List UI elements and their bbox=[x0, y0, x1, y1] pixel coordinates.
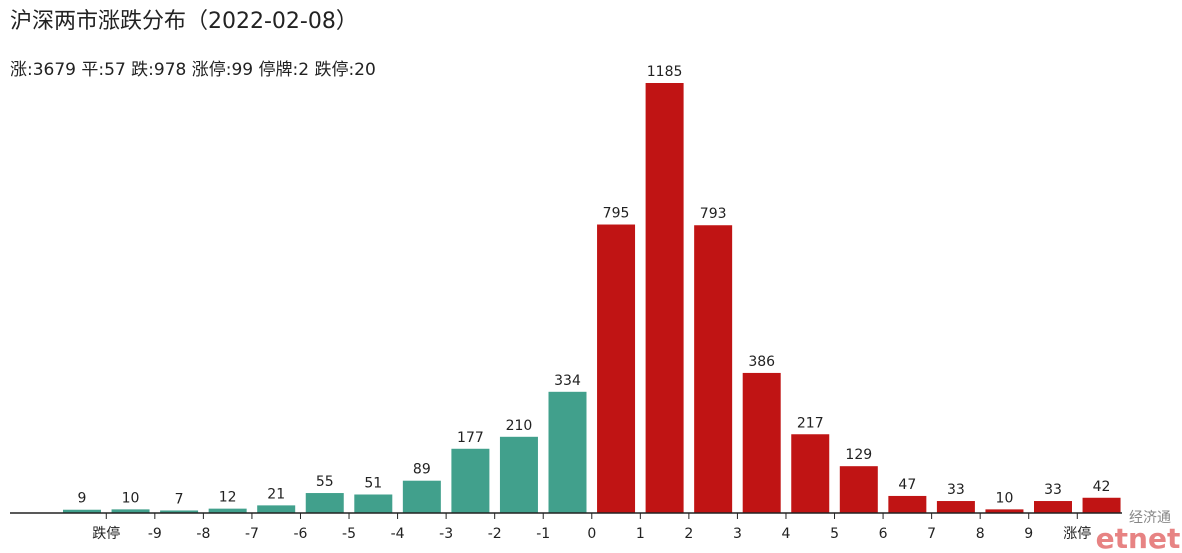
value-label: 33 bbox=[947, 482, 965, 498]
bar bbox=[208, 508, 247, 513]
value-label: 1185 bbox=[647, 64, 683, 80]
bar bbox=[257, 505, 296, 513]
value-label: 10 bbox=[122, 490, 140, 506]
bar bbox=[305, 493, 344, 513]
x-tick-label: 4 bbox=[782, 526, 791, 542]
x-tick-label: -4 bbox=[391, 526, 405, 542]
bar bbox=[742, 372, 781, 513]
value-label: 12 bbox=[219, 490, 237, 506]
x-tick-label: -1 bbox=[536, 526, 550, 542]
bar bbox=[402, 480, 441, 513]
x-tick-label: 8 bbox=[976, 526, 985, 542]
x-tick-label: 5 bbox=[830, 526, 839, 542]
value-label: 795 bbox=[603, 206, 630, 222]
bar bbox=[354, 494, 393, 513]
bar bbox=[694, 225, 733, 513]
value-label: 793 bbox=[700, 206, 727, 222]
bar bbox=[645, 83, 684, 513]
x-tick-label: -6 bbox=[293, 526, 307, 542]
x-tick-label: 7 bbox=[927, 526, 936, 542]
bar bbox=[839, 466, 878, 513]
value-label: 210 bbox=[506, 418, 533, 434]
x-tick-label: 涨停 bbox=[1063, 525, 1091, 542]
watermark-logo: etnet bbox=[1096, 522, 1181, 553]
x-tick-label: 6 bbox=[879, 526, 888, 542]
value-label: 386 bbox=[748, 354, 775, 370]
bar bbox=[791, 434, 830, 513]
value-label: 217 bbox=[797, 415, 824, 431]
x-tick-label: -5 bbox=[342, 526, 356, 542]
x-tick-label: 1 bbox=[636, 526, 645, 542]
value-label: 7 bbox=[175, 491, 184, 507]
value-label: 10 bbox=[996, 490, 1014, 506]
x-tick-label: 3 bbox=[733, 526, 742, 542]
value-label: 89 bbox=[413, 462, 431, 478]
x-tick-label: -3 bbox=[439, 526, 453, 542]
value-label: 21 bbox=[267, 486, 285, 502]
bar bbox=[985, 509, 1024, 513]
value-label: 334 bbox=[554, 373, 581, 389]
value-label: 47 bbox=[898, 477, 916, 493]
value-label: 55 bbox=[316, 474, 334, 490]
x-tick-label: 9 bbox=[1024, 526, 1033, 542]
chart-title: 沪深两市涨跌分布（2022-02-08） bbox=[10, 9, 358, 34]
value-label: 129 bbox=[845, 447, 872, 463]
bar bbox=[548, 391, 587, 513]
x-tick-label: -9 bbox=[148, 526, 162, 542]
bar bbox=[160, 510, 199, 513]
watermark-top: 经济通 bbox=[1129, 510, 1171, 526]
bar bbox=[499, 436, 538, 513]
bar bbox=[1034, 501, 1072, 513]
chart-subtitle: 涨:3679 平:57 跌:978 涨停:99 停牌:2 跌停:20 bbox=[10, 60, 376, 80]
value-label: 177 bbox=[457, 430, 484, 446]
value-label: 51 bbox=[364, 475, 382, 491]
bar bbox=[597, 224, 636, 513]
x-tick-label: -7 bbox=[245, 526, 259, 542]
x-tick-label: 跌停 bbox=[92, 525, 120, 542]
bar bbox=[111, 509, 150, 513]
bar bbox=[888, 495, 927, 513]
bar bbox=[63, 509, 101, 513]
bar bbox=[1082, 497, 1121, 513]
value-label: 9 bbox=[78, 491, 87, 507]
value-label: 42 bbox=[1093, 479, 1111, 495]
bar bbox=[936, 501, 975, 513]
bar bbox=[451, 448, 490, 513]
x-tick-label: 0 bbox=[587, 526, 596, 542]
x-tick-label: -2 bbox=[488, 526, 502, 542]
x-tick-label: -8 bbox=[196, 526, 210, 542]
value-label: 33 bbox=[1044, 482, 1062, 498]
x-tick-label: 2 bbox=[684, 526, 693, 542]
